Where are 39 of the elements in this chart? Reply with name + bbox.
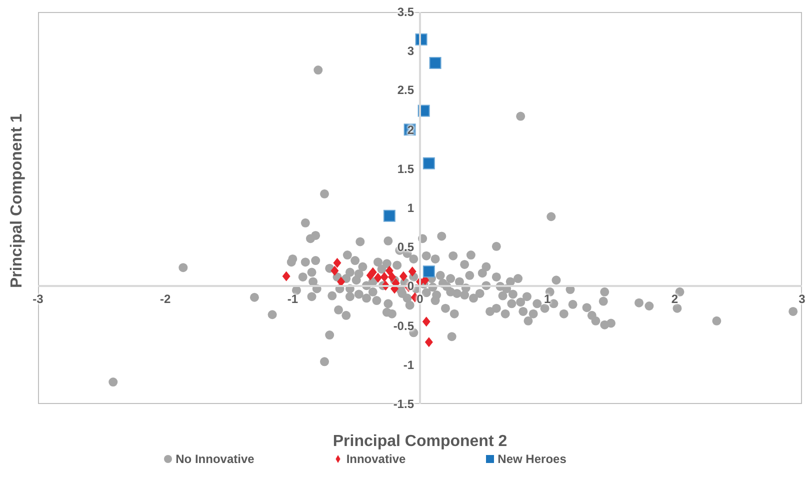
y-tick-label: 2 [407,122,414,137]
legend-label: New Heroes [498,452,566,466]
point [399,271,408,282]
x-tick-label: 2 [671,292,678,306]
y-tick-label: -1 [403,358,414,372]
x-tick-label: -2 [160,292,171,306]
x-tick-label: -3 [32,292,44,306]
point [374,272,382,283]
y-tick-label: 1.5 [397,162,414,176]
x-axis-title: Principal Component 2 [332,433,508,450]
point [282,271,290,282]
point [422,266,435,278]
legend-label: Innovative [346,452,406,466]
y-tick-label: -0.5 [393,318,414,333]
point [408,266,416,277]
point [330,266,339,276]
point [368,267,377,278]
y-tick-label: -1.5 [393,397,414,411]
y-tick-label: 0 [407,279,414,294]
y-tick-label: 0.5 [397,240,414,254]
point [424,337,433,348]
point [429,56,442,69]
point [385,266,394,276]
point [388,272,396,282]
point [380,272,388,282]
x-tick-label: 0 [416,292,424,306]
point [333,258,342,268]
y-axis-title: Principal Component 1 [8,114,26,288]
point [422,316,430,327]
y-tick-label: 3 [407,44,414,58]
x-tick-label: 3 [798,292,806,306]
point [422,157,435,170]
y-tick-label: 2.5 [397,83,414,98]
point [383,210,396,222]
y-tick-label: 1 [407,201,414,215]
y-tick-label: 3.5 [397,5,414,19]
x-tick-label: 1 [544,292,551,306]
x-tick-label: -1 [287,292,298,306]
legend-label: No Innovative [176,452,254,466]
